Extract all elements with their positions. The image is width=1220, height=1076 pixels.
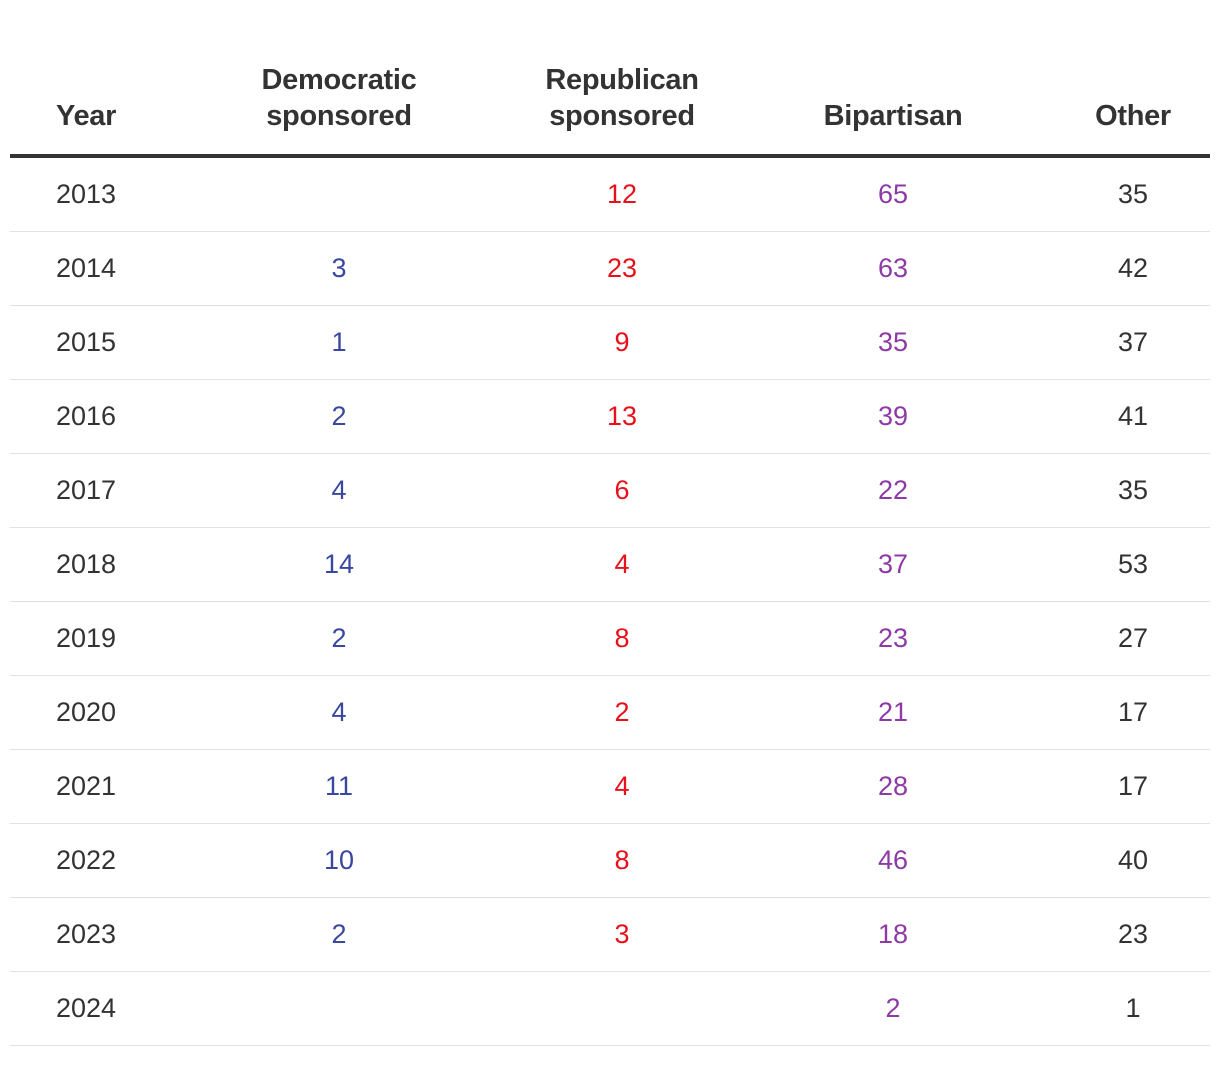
- cell-bipartisan: 37: [730, 527, 1056, 602]
- table-header: Year Democratic sponsored Republican spo…: [10, 0, 1210, 158]
- cell-democratic: [164, 156, 514, 232]
- column-header-democratic: Democratic sponsored: [164, 0, 514, 158]
- table-row: 2021 11 4 28 17: [10, 749, 1210, 824]
- table-row: 2018 14 4 37 53: [10, 527, 1210, 602]
- column-header-bipartisan: Bipartisan: [730, 0, 1056, 158]
- sponsorship-table: Year Democratic sponsored Republican spo…: [10, 0, 1210, 1046]
- cell-republican: 8: [514, 823, 730, 898]
- cell-republican: 3: [514, 897, 730, 972]
- cell-democratic: 10: [164, 823, 514, 898]
- table-row: 2013 12 65 35: [10, 156, 1210, 232]
- cell-year: 2024: [10, 971, 164, 1046]
- cell-year: 2015: [10, 305, 164, 380]
- cell-other: 37: [1056, 305, 1210, 380]
- header-row: Year Democratic sponsored Republican spo…: [10, 0, 1210, 158]
- cell-republican: 4: [514, 749, 730, 824]
- column-header-year: Year: [10, 0, 164, 158]
- cell-bipartisan: 21: [730, 675, 1056, 750]
- cell-bipartisan: 22: [730, 453, 1056, 528]
- cell-bipartisan: 46: [730, 823, 1056, 898]
- cell-bipartisan: 2: [730, 971, 1056, 1046]
- column-header-republican: Republican sponsored: [514, 0, 730, 158]
- cell-year: 2021: [10, 749, 164, 824]
- table-row: 2019 2 8 23 27: [10, 601, 1210, 676]
- cell-other: 35: [1056, 453, 1210, 528]
- cell-democratic: 2: [164, 897, 514, 972]
- table-row: 2023 2 3 18 23: [10, 897, 1210, 972]
- cell-republican: 8: [514, 601, 730, 676]
- table-row: 2017 4 6 22 35: [10, 453, 1210, 528]
- cell-other: 53: [1056, 527, 1210, 602]
- cell-other: 27: [1056, 601, 1210, 676]
- table-row: 2015 1 9 35 37: [10, 305, 1210, 380]
- cell-bipartisan: 35: [730, 305, 1056, 380]
- cell-democratic: 2: [164, 601, 514, 676]
- table-row: 2020 4 2 21 17: [10, 675, 1210, 750]
- cell-republican: 23: [514, 231, 730, 306]
- cell-republican: [514, 971, 730, 1046]
- table-row: 2024 2 1: [10, 971, 1210, 1046]
- cell-year: 2022: [10, 823, 164, 898]
- cell-democratic: 3: [164, 231, 514, 306]
- cell-other: 42: [1056, 231, 1210, 306]
- cell-republican: 13: [514, 379, 730, 454]
- cell-other: 40: [1056, 823, 1210, 898]
- cell-year: 2020: [10, 675, 164, 750]
- cell-republican: 6: [514, 453, 730, 528]
- cell-democratic: [164, 971, 514, 1046]
- cell-year: 2019: [10, 601, 164, 676]
- data-table-container: Year Democratic sponsored Republican spo…: [10, 0, 1210, 1046]
- table-row: 2022 10 8 46 40: [10, 823, 1210, 898]
- cell-bipartisan: 23: [730, 601, 1056, 676]
- cell-year: 2017: [10, 453, 164, 528]
- cell-republican: 9: [514, 305, 730, 380]
- cell-other: 1: [1056, 971, 1210, 1046]
- cell-democratic: 14: [164, 527, 514, 602]
- cell-year: 2014: [10, 231, 164, 306]
- cell-year: 2013: [10, 156, 164, 232]
- cell-democratic: 1: [164, 305, 514, 380]
- cell-other: 17: [1056, 749, 1210, 824]
- cell-other: 35: [1056, 156, 1210, 232]
- table-row: 2016 2 13 39 41: [10, 379, 1210, 454]
- cell-democratic: 4: [164, 453, 514, 528]
- cell-republican: 2: [514, 675, 730, 750]
- cell-democratic: 4: [164, 675, 514, 750]
- cell-other: 23: [1056, 897, 1210, 972]
- column-header-other: Other: [1056, 0, 1210, 158]
- table-row: 2014 3 23 63 42: [10, 231, 1210, 306]
- cell-bipartisan: 18: [730, 897, 1056, 972]
- cell-bipartisan: 63: [730, 231, 1056, 306]
- cell-bipartisan: 65: [730, 156, 1056, 232]
- cell-bipartisan: 39: [730, 379, 1056, 454]
- cell-other: 41: [1056, 379, 1210, 454]
- cell-year: 2018: [10, 527, 164, 602]
- cell-democratic: 11: [164, 749, 514, 824]
- cell-republican: 12: [514, 156, 730, 232]
- cell-year: 2016: [10, 379, 164, 454]
- cell-republican: 4: [514, 527, 730, 602]
- cell-bipartisan: 28: [730, 749, 1056, 824]
- table-body: 2013 12 65 35 2014 3 23 63 42 2015 1 9 35 37 2016 2 13 39…: [10, 156, 1210, 1046]
- cell-democratic: 2: [164, 379, 514, 454]
- cell-year: 2023: [10, 897, 164, 972]
- cell-other: 17: [1056, 675, 1210, 750]
